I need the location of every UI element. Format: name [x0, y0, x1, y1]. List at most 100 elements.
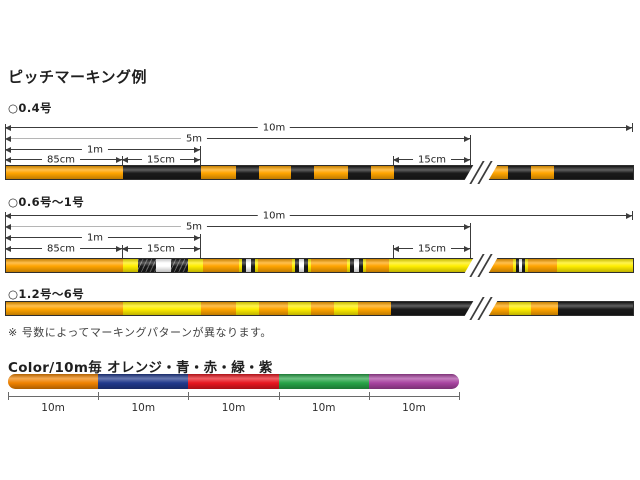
measure-label: 10m [257, 122, 291, 134]
mark-black [554, 166, 633, 179]
measure-line [5, 159, 61, 160]
line-strip-2 [5, 254, 634, 277]
measure-tick [393, 156, 394, 168]
measure-label: 10m [257, 210, 291, 222]
mark-stripe [347, 259, 351, 272]
arrowhead-right-icon [464, 157, 470, 163]
mark-stripe [518, 259, 523, 272]
mark-stripe [522, 259, 526, 272]
color-seg-purple [368, 374, 459, 389]
arrowhead-left-icon [5, 125, 11, 131]
arrowhead-left-icon [5, 235, 11, 241]
page-title: ピッチマーキング例 [8, 68, 148, 86]
measure-line [393, 248, 432, 249]
arrowhead-left-icon [122, 157, 128, 163]
arrowhead-right-icon [116, 246, 122, 252]
mark-black [391, 302, 473, 315]
measure-label: 1m [81, 144, 109, 156]
strip-gloss [6, 259, 633, 272]
measure-line [5, 215, 274, 216]
mark-stripe [254, 259, 258, 272]
arrowhead-right-icon [464, 136, 470, 142]
mark-black [348, 166, 371, 179]
measure-label: 5m [180, 133, 208, 145]
mark-stripe [239, 259, 243, 272]
arrowhead-left-icon [5, 136, 11, 142]
mark-stripe [250, 259, 255, 272]
mark-white [156, 259, 171, 272]
mark-black-hatch [171, 259, 188, 272]
measure-line [5, 237, 95, 238]
measure-line [432, 159, 470, 160]
arrowhead-right-icon [626, 125, 632, 131]
measure-label: 85cm [42, 243, 80, 255]
arrowhead-right-icon [464, 246, 470, 252]
arrowhead-right-icon [194, 147, 200, 153]
mark-twin-stripe [292, 259, 311, 272]
ruler-tick [188, 392, 190, 400]
arrowhead-right-icon [194, 246, 200, 252]
ruler-segment-label: 10m [131, 402, 156, 414]
mark-stripe [299, 259, 304, 272]
measure-line [5, 138, 194, 139]
measure-label: 15cm [413, 243, 451, 255]
ruler-tick [8, 392, 9, 400]
mark-black [508, 166, 531, 179]
mark-stripe [303, 259, 308, 272]
measure-tick [122, 245, 123, 261]
measure-line [274, 215, 632, 216]
ruler-segment-label: 10m [311, 402, 336, 414]
ruler-tick [98, 392, 100, 400]
color-legend-bar [8, 374, 459, 389]
line-strip-1 [5, 161, 634, 184]
mark-yellow [389, 259, 473, 272]
mark-black [123, 166, 201, 179]
measure-label: 1m [81, 232, 109, 244]
mark-stripe [295, 259, 300, 272]
measure-line [194, 226, 470, 227]
color-seg-orange [8, 374, 99, 389]
measure-line [161, 248, 200, 249]
measure-label: 15cm [142, 243, 180, 255]
section-label-2: ○0.6号～1号 [8, 195, 85, 209]
mark-twin-stripe [513, 259, 528, 272]
ruler-tick [459, 392, 460, 400]
measure-label: 15cm [142, 154, 180, 166]
color-seg-red [188, 374, 279, 389]
measure-line [95, 237, 200, 238]
measure-tick [470, 223, 471, 261]
mark-yellow [509, 302, 531, 315]
mark-yellow [188, 259, 203, 272]
measure-label: 15cm [413, 154, 451, 166]
arrowhead-left-icon [5, 246, 11, 252]
measure-line [393, 159, 432, 160]
ruler-tick [368, 392, 370, 400]
mark-yellow [557, 259, 633, 272]
mark-black [291, 166, 314, 179]
mark-black [558, 302, 633, 315]
mark-stripe [515, 259, 519, 272]
measure-tick [200, 234, 201, 261]
arrowhead-right-icon [194, 157, 200, 163]
measure-tick [122, 156, 123, 168]
measure-tick [393, 245, 394, 261]
ruler-baseline [8, 396, 459, 397]
measure-line [122, 248, 161, 249]
measure-line [5, 149, 95, 150]
color-seg-blue [98, 374, 189, 389]
mark-stripe [525, 259, 528, 272]
mark-stripe [242, 259, 247, 272]
mark-twin-stripe [347, 259, 366, 272]
section-label-3: ○1.2号～6号 [8, 287, 85, 301]
mark-twin-stripe [239, 259, 258, 272]
color-legend-title: Color/10m毎 オレンジ・青・赤・緑・紫 [8, 360, 273, 376]
measure-label: 85cm [42, 154, 80, 166]
note-text: ※ 号数によってマーキングパターンが異なります。 [8, 326, 272, 339]
measure-line [161, 159, 200, 160]
section-label-1: ○0.4号 [8, 101, 52, 115]
strip-segments [6, 166, 633, 179]
strip-segments [6, 259, 633, 272]
measure-line [122, 159, 161, 160]
break-slash-icon [469, 254, 485, 277]
